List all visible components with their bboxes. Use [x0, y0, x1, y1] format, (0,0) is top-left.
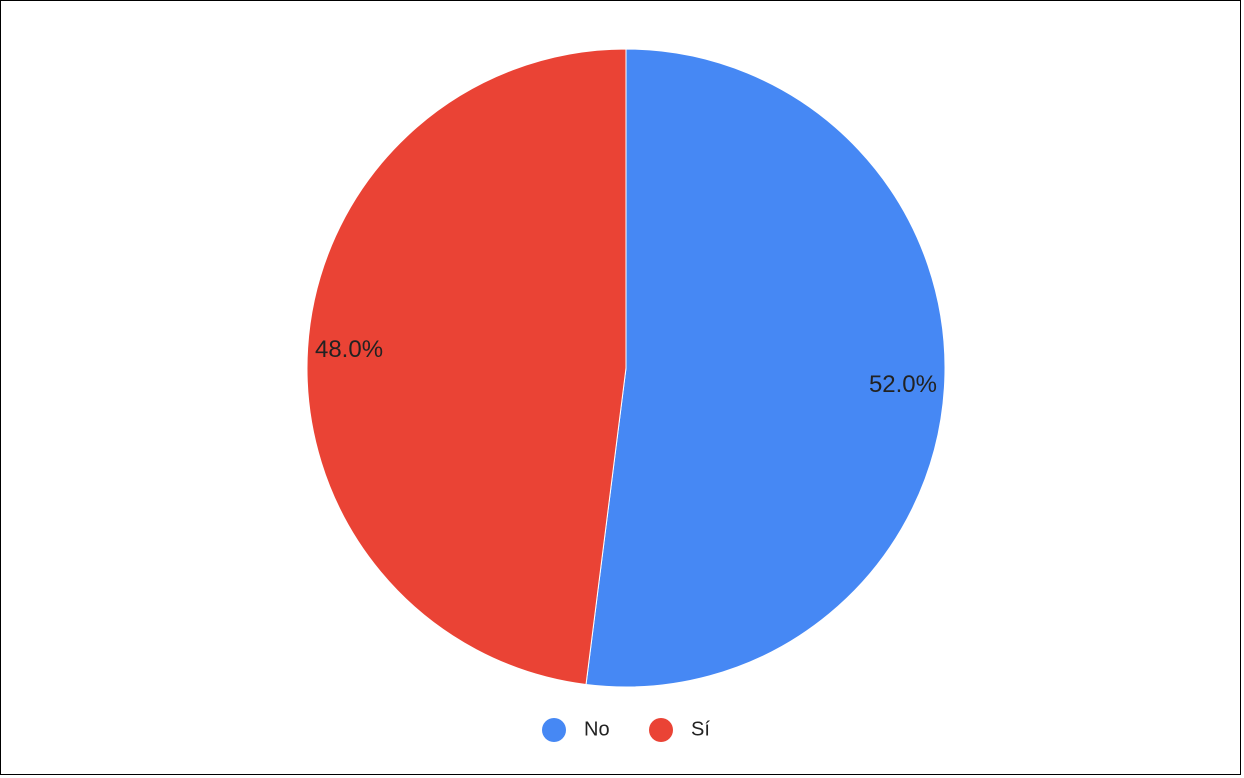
slice-label-si: 48.0% [315, 336, 383, 363]
pie-slice-no[interactable] [585, 48, 946, 688]
legend-label-no[interactable]: No [584, 718, 610, 740]
pie-slice-labels: 52.0% 48.0% [315, 336, 937, 398]
legend-label-si[interactable]: Sí [691, 718, 710, 740]
pie-slice-si[interactable] [306, 48, 627, 686]
legend-swatch-no [542, 718, 566, 742]
legend-swatch-si [649, 718, 673, 742]
slice-label-no: 52.0% [869, 371, 937, 398]
pie-slices [306, 48, 946, 688]
legend: No Sí [542, 718, 710, 742]
